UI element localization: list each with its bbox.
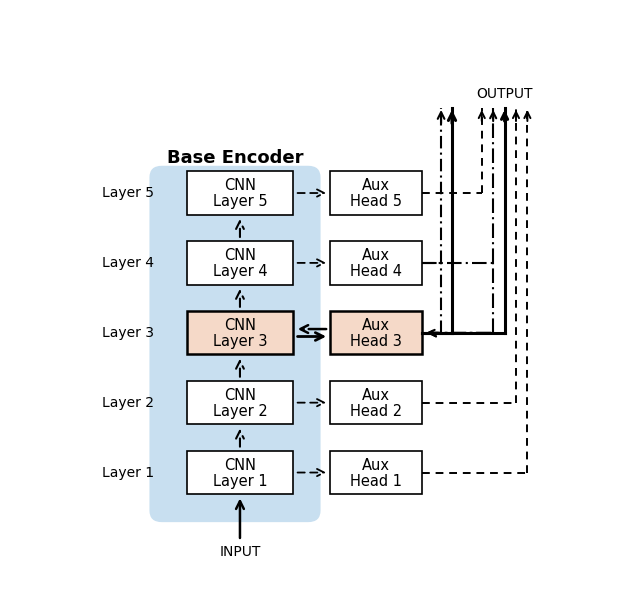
Text: CNN: CNN [224, 318, 256, 333]
Text: Layer 2: Layer 2 [212, 404, 268, 419]
Text: INPUT: INPUT [220, 544, 260, 558]
Text: Head 4: Head 4 [350, 264, 403, 279]
Text: Layer 2: Layer 2 [102, 396, 154, 410]
Text: Head 5: Head 5 [350, 194, 403, 209]
Text: Layer 4: Layer 4 [102, 256, 154, 270]
Text: CNN: CNN [224, 248, 256, 263]
Text: Aux: Aux [362, 388, 390, 403]
Text: Head 1: Head 1 [350, 474, 403, 489]
Bar [187, 311, 293, 355]
Text: Layer 4: Layer 4 [212, 264, 268, 279]
Text: Base Encoder: Base Encoder [167, 149, 303, 167]
Text: Head 3: Head 3 [351, 334, 403, 349]
Text: Layer 5: Layer 5 [102, 186, 154, 200]
Text: Layer 1: Layer 1 [102, 465, 154, 480]
Text: CNN: CNN [224, 388, 256, 403]
Text: Aux: Aux [362, 178, 390, 193]
Text: CNN: CNN [224, 178, 256, 193]
Text: Layer 3: Layer 3 [212, 334, 268, 349]
Text: Aux: Aux [362, 318, 390, 333]
Text: Layer 3: Layer 3 [102, 325, 154, 340]
Bar [187, 381, 293, 424]
Bar [187, 241, 293, 284]
Bar [330, 171, 422, 215]
Text: Aux: Aux [362, 457, 390, 473]
Bar [187, 451, 293, 494]
Bar [330, 451, 422, 494]
Bar [330, 241, 422, 284]
Bar [330, 381, 422, 424]
Text: Head 2: Head 2 [350, 404, 403, 419]
Text: Layer 5: Layer 5 [212, 194, 268, 209]
FancyBboxPatch shape [150, 166, 321, 522]
Text: Layer 1: Layer 1 [212, 474, 268, 489]
Text: CNN: CNN [224, 457, 256, 473]
Bar [187, 171, 293, 215]
Text: OUTPUT: OUTPUT [476, 87, 533, 100]
Bar [330, 311, 422, 355]
Text: Aux: Aux [362, 248, 390, 263]
